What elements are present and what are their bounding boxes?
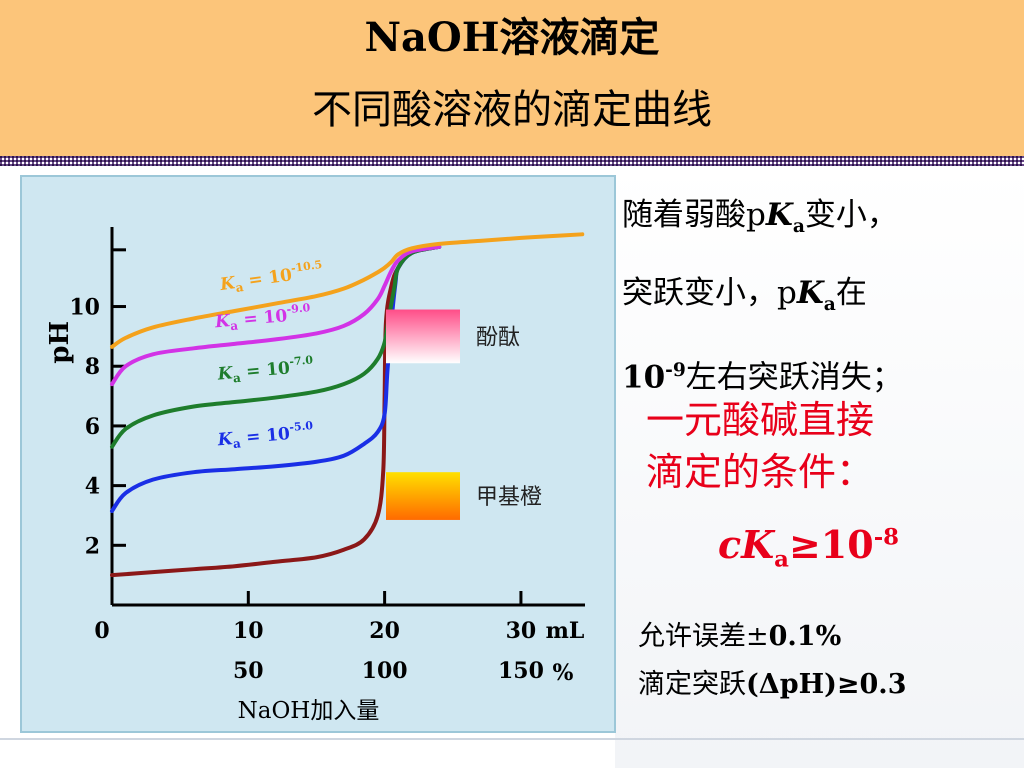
series-line-1 — [110, 244, 442, 387]
x-percent-tick-label: 150 — [498, 658, 544, 684]
condition-line2: 滴定的条件： — [646, 450, 875, 494]
note-line1: 允许误差±0.1% — [638, 613, 1018, 661]
y-tick-label: 8 — [85, 354, 100, 380]
formula-k: K — [741, 522, 775, 567]
series-label-1: Ka = 10-9.0 — [213, 301, 312, 334]
x-tick-label: 30 — [506, 618, 537, 644]
series-label-3: Ka = 10-5.0 — [216, 419, 315, 452]
series-line-2 — [110, 244, 442, 449]
series-line-4 — [110, 244, 442, 578]
note-line2: 滴定突跃(ΔpH)≥0.3 — [638, 661, 1018, 709]
text-fragment: a — [823, 294, 836, 316]
text-fragment: 突跃变小，p — [622, 275, 797, 312]
series-label-2: Ka = 10-7.0 — [216, 353, 315, 386]
x-unit-label: mL — [546, 618, 585, 644]
formula-c: c — [718, 522, 742, 567]
text-fragment: a — [792, 216, 805, 238]
formula-rest: ≥10 — [788, 522, 874, 567]
indicator-range-1 — [386, 472, 460, 520]
text-fragment: 变小， — [804, 197, 898, 233]
bottom-divider — [0, 738, 1024, 740]
explanation-line2: 突跃变小，pKa在 — [622, 260, 1022, 338]
formula-sup: -8 — [873, 524, 900, 551]
indicator-range-0 — [386, 309, 460, 364]
y-tick-label: 2 — [85, 533, 100, 559]
x-tick-label: 10 — [233, 618, 264, 644]
text-fragment: (ΔpH)≥0.3 — [746, 669, 907, 700]
condition-line1: 一元酸碱直接 — [646, 398, 875, 442]
text-fragment: 在 — [835, 275, 867, 312]
formula-sub: a — [774, 546, 789, 573]
slide-title-line1: NaOH溶液滴定 — [364, 14, 660, 61]
text-fragment: 滴定突跃 — [638, 669, 746, 700]
y-tick-label: 6 — [85, 414, 100, 440]
tolerance-note: 允许误差±0.1% 滴定突跃(ΔpH)≥0.3 — [638, 613, 1018, 709]
text-fragment: 左右突跃消失； — [685, 359, 903, 396]
series-line-0 — [110, 232, 585, 349]
indicator-label-0: 酚酞 — [476, 325, 520, 350]
right-background — [615, 166, 1024, 768]
ka-explanation: 随着弱酸pKa变小， 突跃变小，pKa在 10-9左右突跃消失； — [622, 182, 1022, 411]
x-axis-label: NaOH加入量 — [238, 698, 380, 724]
text-fragment: -9 — [665, 360, 686, 382]
text-fragment: 10 — [622, 359, 666, 396]
x-percent-label: % — [553, 660, 574, 686]
text-fragment: 随着弱酸p — [622, 197, 766, 233]
indicator-label-1: 甲基橙 — [476, 485, 542, 510]
explanation-line3: 10-9左右突跃消失； — [622, 338, 1022, 410]
x-tick-label: 20 — [369, 618, 400, 644]
x-tick-label: 0 — [94, 618, 109, 644]
y-axis-label: pH — [45, 321, 75, 364]
slide-title-line2: 不同酸溶液的滴定曲线 — [312, 87, 712, 133]
titration-condition: 一元酸碱直接 滴定的条件： — [646, 394, 1016, 498]
text-fragment: K — [796, 275, 824, 312]
text-fragment: K — [765, 197, 793, 233]
titration-chart-panel: 2 4 6 8 10 0 10 20 30 50 100 150 mL% NaOH加入量 pH Ka = 10… — [20, 175, 616, 733]
explanation-line1: 随着弱酸pKa变小， — [622, 182, 1022, 260]
x-percent-tick-label: 50 — [233, 658, 264, 684]
x-percent-tick-label: 100 — [362, 658, 408, 684]
slide-header: NaOH溶液滴定 不同酸溶液的滴定曲线 — [0, 0, 1024, 156]
text-fragment: 0.1% — [768, 621, 842, 652]
series-label-0: Ka = 10-10.5 — [218, 258, 325, 297]
decorative-stripe — [0, 156, 1024, 166]
condition-formula: cKa≥10-8 — [718, 522, 899, 573]
y-tick-label: 10 — [69, 295, 100, 321]
y-tick-label: 4 — [85, 474, 100, 500]
text-fragment: 允许误差± — [638, 621, 769, 652]
